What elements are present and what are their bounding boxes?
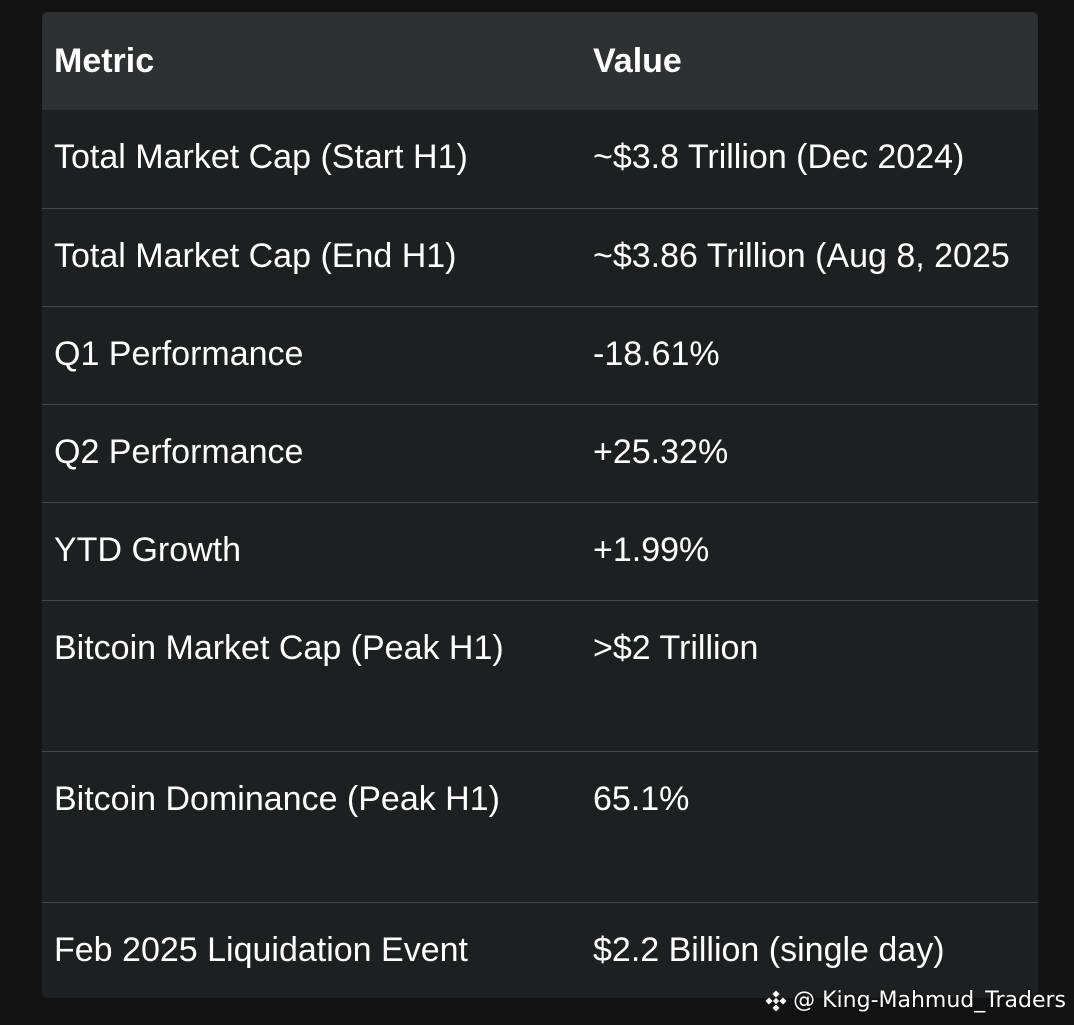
watermark-text: @ King-Mahmud_Traders <box>793 988 1066 1013</box>
table-row: Feb 2025 Liquidation Event $2.2 Billion … <box>42 902 1038 998</box>
row-value: 65.1% <box>593 780 690 818</box>
binance-logo-icon <box>765 990 787 1012</box>
watermark: @ King-Mahmud_Traders <box>765 986 1066 1016</box>
table-row: Q1 Performance -18.61% <box>42 306 1038 404</box>
table-row: Bitcoin Market Cap (Peak H1) >$2 Trillio… <box>42 600 1038 751</box>
header-metric: Metric <box>54 42 155 80</box>
table-header-row: Metric Value <box>42 12 1038 110</box>
row-value: +1.99% <box>593 531 710 569</box>
table-row: YTD Growth +1.99% <box>42 502 1038 600</box>
row-metric: Total Market Cap (Start H1) <box>54 138 468 176</box>
row-metric: Q2 Performance <box>54 433 304 471</box>
table-row: Q2 Performance +25.32% <box>42 404 1038 502</box>
row-value: -18.61% <box>593 335 720 373</box>
header-value: Value <box>593 42 682 80</box>
row-metric: Q1 Performance <box>54 335 304 373</box>
row-value: ~$3.86 Trillion (Aug 8, 2025 <box>593 237 1010 275</box>
row-value: ~$3.8 Trillion (Dec 2024) <box>593 138 965 176</box>
row-metric: Bitcoin Market Cap (Peak H1) <box>54 629 504 667</box>
metrics-table: Metric Value Total Market Cap (Start H1)… <box>42 12 1038 998</box>
row-metric: YTD Growth <box>54 531 242 569</box>
row-metric: Total Market Cap (End H1) <box>54 237 457 275</box>
row-metric: Bitcoin Dominance (Peak H1) <box>54 780 500 818</box>
table-row: Bitcoin Dominance (Peak H1) 65.1% <box>42 751 1038 902</box>
row-value: >$2 Trillion <box>593 629 759 667</box>
table-row: Total Market Cap (End H1) ~$3.86 Trillio… <box>42 208 1038 306</box>
row-value: $2.2 Billion (single day) <box>593 931 945 969</box>
table-row: Total Market Cap (Start H1) ~$3.8 Trilli… <box>42 110 1038 208</box>
row-metric: Feb 2025 Liquidation Event <box>54 931 468 969</box>
row-value: +25.32% <box>593 433 729 471</box>
